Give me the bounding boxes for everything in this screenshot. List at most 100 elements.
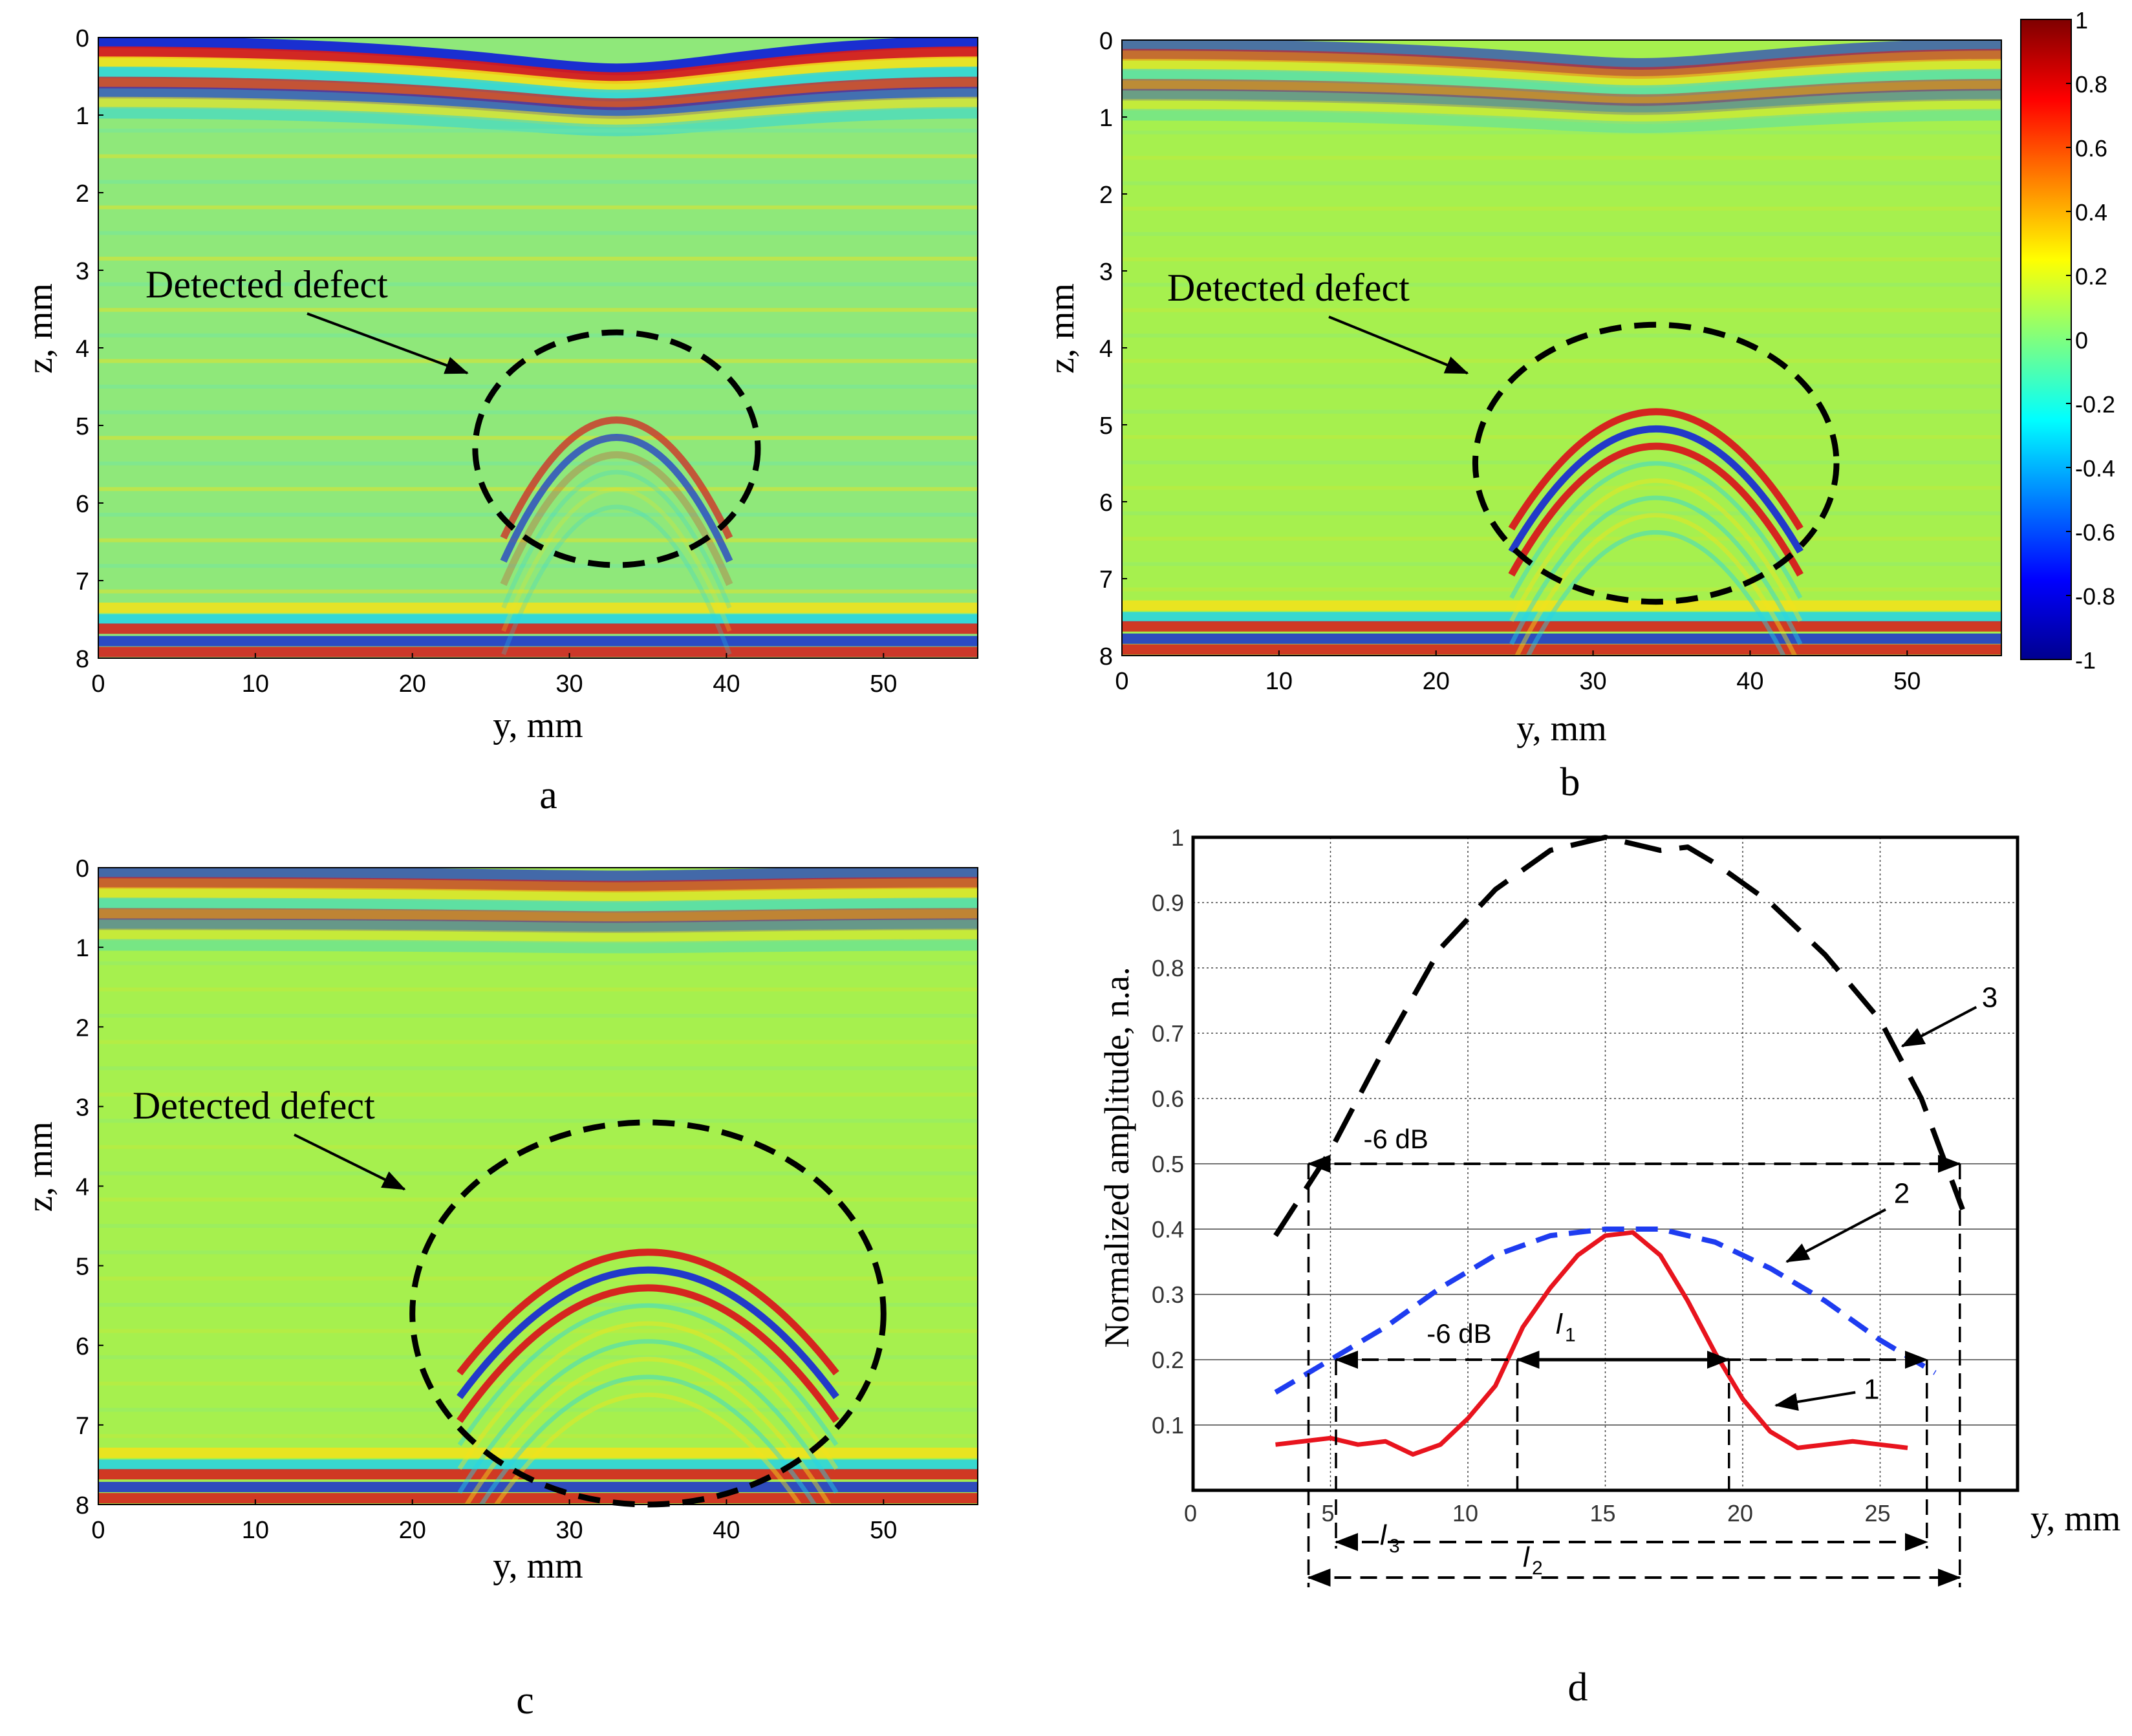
heatmap-background: [98, 38, 978, 658]
y-tick-label: 0.5: [1152, 1151, 1184, 1177]
series-line-1: [1275, 1230, 1908, 1457]
defect-outline: [409, 1119, 887, 1508]
bottom-band: [98, 603, 978, 613]
reflection-band: [98, 38, 978, 76]
bottom-band: [1122, 633, 2001, 644]
label-arrow-1: [1774, 1391, 1856, 1411]
x-tick-label: 10: [1452, 1500, 1478, 1527]
label-arrow-2: [1785, 1208, 1886, 1263]
l3-label: l: [1380, 1519, 1387, 1551]
heatmap-field: [98, 868, 978, 1505]
x-tick-label: 0: [91, 670, 105, 698]
reflection-band: [98, 918, 978, 934]
y-tick-label: 3: [76, 1094, 89, 1121]
x-axis-label: y, mm: [493, 1546, 583, 1586]
y-tick-label: 2: [76, 180, 89, 208]
reflection-band: [98, 939, 978, 954]
minus6db-upper-label: -6 dB: [1364, 1124, 1428, 1154]
reflection-band: [1122, 89, 2001, 115]
defect-outline: [1472, 321, 1840, 605]
defect-arc: [457, 1248, 839, 1376]
reflection-band: [98, 908, 978, 923]
bottom-band: [98, 1469, 978, 1480]
x-tick-label: 5: [1321, 1500, 1334, 1527]
y-axis-label: z, mm: [1042, 283, 1082, 374]
line-panel-d: 0.10.20.30.40.50.60.70.80.910 5 10 15 20 25No…: [1097, 824, 2120, 1709]
colorbar-tick-label: -0.4: [2075, 455, 2115, 482]
l2-subscript: 2: [1532, 1558, 1543, 1579]
defect-arc: [479, 1375, 817, 1505]
y-tick-label: 0.4: [1152, 1216, 1184, 1243]
x-tick-label: 20: [1727, 1500, 1753, 1527]
x-tick-label: 30: [1579, 668, 1606, 695]
y-tick-label: 1: [1099, 105, 1113, 132]
bottom-band: [1122, 621, 2001, 632]
bottom-band: [1122, 644, 2001, 655]
heatmap-field: [98, 38, 978, 658]
curve-label-1: 1: [1864, 1374, 1879, 1406]
colorbar-tick-label: 0.4: [2075, 199, 2107, 226]
y-tick-label: 0.3: [1152, 1281, 1184, 1308]
curve-label-2: 2: [1894, 1178, 1910, 1210]
bottom-band: [98, 636, 978, 647]
reflection-band: [98, 868, 978, 883]
defect-arc: [1509, 461, 1803, 599]
x-tick-label: 10: [1265, 668, 1293, 695]
y-tick-label: 0.2: [1152, 1347, 1184, 1373]
defect-arc: [1509, 478, 1803, 623]
reflection-band: [1122, 98, 2001, 124]
y-tick-label: 5: [76, 413, 89, 440]
annotation-arrow: [307, 312, 469, 374]
defect-arc: [1509, 495, 1803, 645]
colorbar-tick-label: -1: [2075, 647, 2096, 674]
y-tick-label: 1: [1171, 824, 1184, 851]
y-tick-label: 8: [1099, 643, 1113, 670]
heatmap-background: [98, 868, 978, 1505]
x-tick-label: 50: [870, 1517, 897, 1544]
x-tick-label: 40: [713, 670, 740, 698]
l1-subscript: 1: [1565, 1325, 1576, 1346]
reflection-band: [98, 56, 978, 93]
y-tick-label: 0.8: [1152, 955, 1184, 981]
defect-arc: [464, 1356, 832, 1505]
y-tick-label: 2: [1099, 182, 1113, 209]
reflection-band: [98, 928, 978, 943]
colorbar-tick-label: 0.2: [2075, 263, 2107, 290]
panel-letter: b: [1560, 760, 1580, 804]
defect-arc: [457, 1284, 839, 1423]
y-tick-label: 4: [1099, 336, 1113, 363]
y-tick-label: 4: [76, 1174, 89, 1201]
defect-arc: [1525, 530, 1786, 656]
bottom-band: [98, 1447, 978, 1458]
defect-arc: [501, 487, 732, 632]
y-tick-label: 4: [76, 336, 89, 363]
y-tick-label: 0.7: [1152, 1020, 1184, 1047]
bottom-band: [1122, 600, 2001, 611]
panel-letter: c: [516, 1678, 534, 1722]
defect-arc: [457, 1339, 839, 1494]
colorbar-tick-label: 0: [2075, 327, 2088, 354]
defect-arc: [1508, 408, 1804, 531]
reflection-band: [98, 96, 978, 128]
reflection-band: [98, 897, 978, 913]
y-tick-label: 3: [1099, 259, 1113, 286]
x-tick-label: 30: [555, 670, 583, 698]
x-tick-label: 50: [1893, 668, 1921, 695]
y-tick-label: 3: [76, 258, 89, 285]
colorbar-gradient: [2020, 19, 2072, 660]
defect-outline: [472, 329, 761, 568]
y-tick-label: 1: [76, 103, 89, 130]
y-tick-label: 6: [76, 1333, 89, 1360]
y-tick-label: 7: [76, 568, 89, 595]
reflection-band: [98, 67, 978, 102]
y-axis-label: z, mm: [20, 1122, 60, 1212]
colorbar-tick-label: 0.6: [2075, 135, 2107, 162]
heatmap-field: [1122, 40, 2001, 656]
x-tick-label: 0: [91, 1517, 105, 1544]
bottom-band: [98, 1459, 978, 1470]
x-tick-label: 20: [399, 670, 426, 698]
y-axis-label: z, mm: [20, 283, 60, 374]
